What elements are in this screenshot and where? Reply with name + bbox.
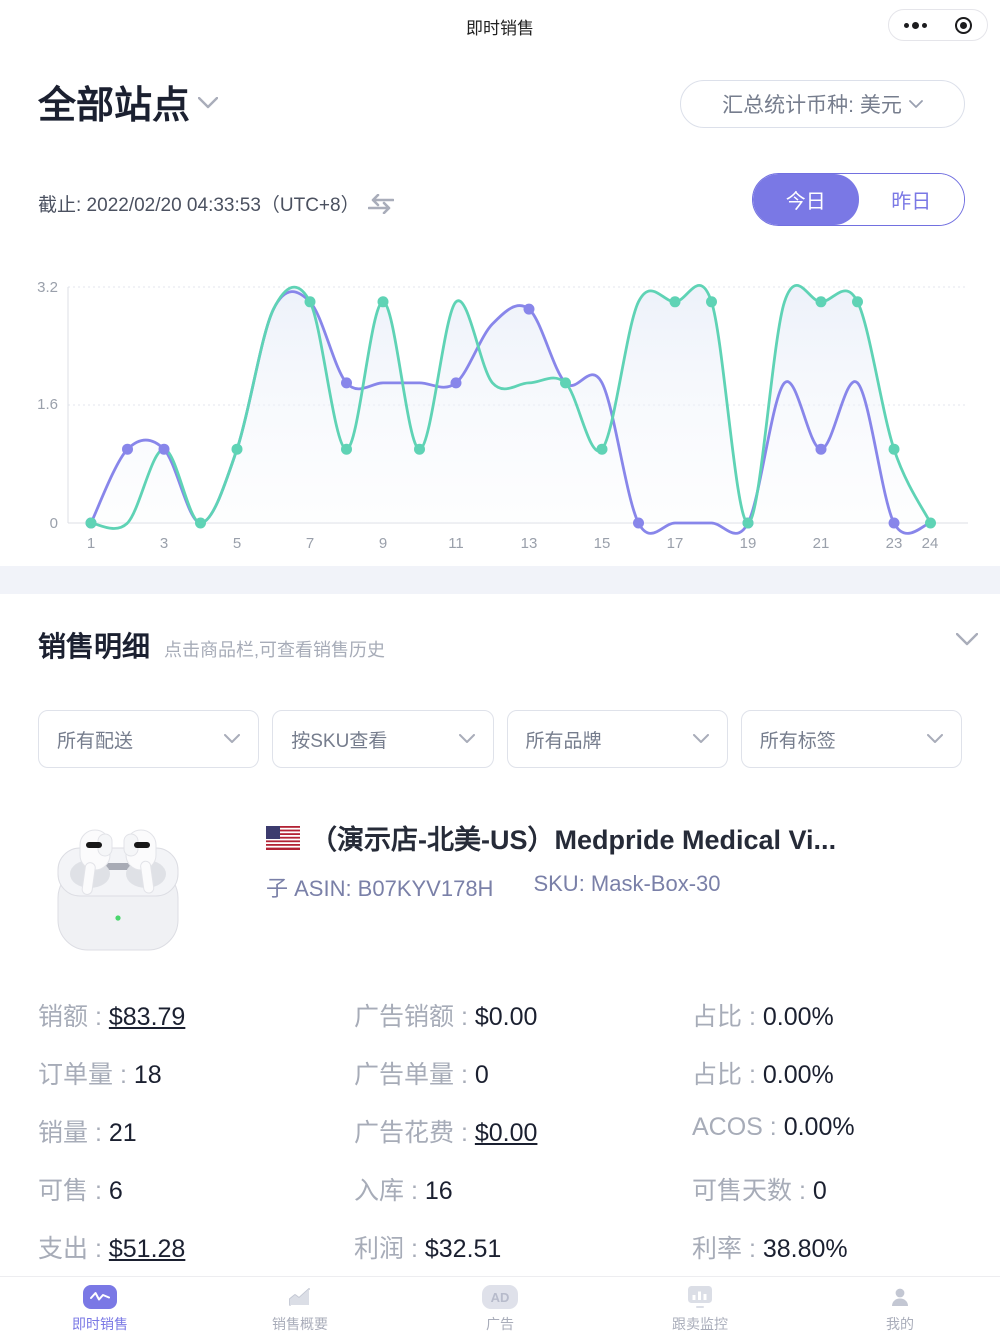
svg-text:5: 5 bbox=[233, 535, 241, 552]
svg-text:21: 21 bbox=[813, 535, 830, 552]
svg-text:0: 0 bbox=[50, 515, 58, 532]
svg-text:3: 3 bbox=[160, 535, 168, 552]
svg-text:17: 17 bbox=[667, 535, 684, 552]
svg-text:19: 19 bbox=[740, 535, 757, 552]
svg-text:15: 15 bbox=[594, 535, 611, 552]
svg-text:13: 13 bbox=[521, 535, 538, 552]
svg-text:1: 1 bbox=[87, 535, 95, 552]
svg-text:23: 23 bbox=[886, 535, 903, 552]
svg-text:1.6: 1.6 bbox=[37, 396, 58, 413]
svg-text:7: 7 bbox=[306, 535, 314, 552]
svg-text:9: 9 bbox=[379, 535, 387, 552]
svg-text:24: 24 bbox=[922, 535, 939, 552]
svg-text:11: 11 bbox=[448, 535, 464, 552]
svg-text:3.2: 3.2 bbox=[37, 279, 58, 296]
